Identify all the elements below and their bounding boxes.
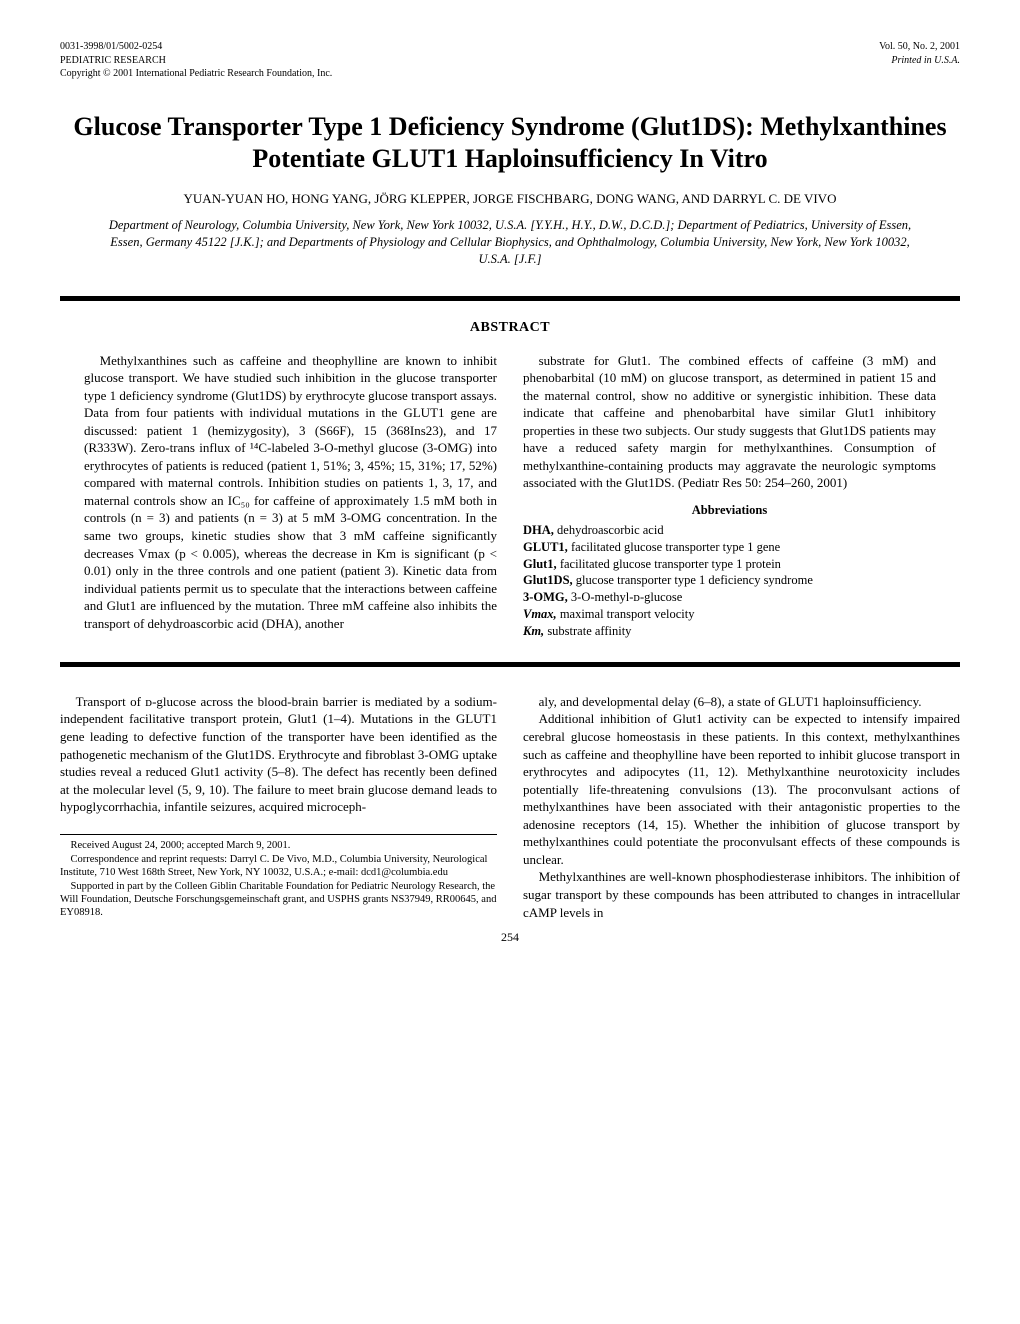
body-left-col: Transport of ᴅ-glucose across the blood-… bbox=[60, 693, 497, 921]
abbrev-def: facilitated glucose transporter type 1 g… bbox=[568, 540, 780, 554]
abbrev-term: 3-OMG, bbox=[523, 590, 568, 604]
journal-name: PEDIATRIC RESEARCH bbox=[60, 54, 332, 68]
abbrev-def: maximal transport velocity bbox=[557, 607, 695, 621]
journal-header: 0031-3998/01/5002-0254 PEDIATRIC RESEARC… bbox=[60, 40, 960, 81]
abstract-section: ABSTRACT Methylxanthines such as caffein… bbox=[60, 296, 960, 667]
abbrev-term: Vmax, bbox=[523, 607, 557, 621]
abbrev-item: DHA, dehydroascorbic acid bbox=[523, 522, 936, 539]
abbrev-def: facilitated glucose transporter type 1 p… bbox=[557, 557, 781, 571]
page-number: 254 bbox=[60, 929, 960, 945]
body-right-p2: Additional inhibition of Glut1 activity … bbox=[523, 710, 960, 868]
body-right-p1: aly, and developmental delay (6–8), a st… bbox=[523, 693, 960, 711]
body-right-p3: Methylxanthines are well-known phosphodi… bbox=[523, 868, 960, 921]
abbrev-def: 3-O-methyl-ᴅ-glucose bbox=[568, 590, 683, 604]
article-title: Glucose Transporter Type 1 Deficiency Sy… bbox=[60, 111, 960, 176]
abbrev-term: Glut1, bbox=[523, 557, 557, 571]
footnote-received: Received August 24, 2000; accepted March… bbox=[60, 839, 497, 852]
abbrev-term: Glut1DS, bbox=[523, 573, 573, 587]
footnotes: Received August 24, 2000; accepted March… bbox=[60, 834, 497, 920]
printed-in: Printed in U.S.A. bbox=[879, 54, 960, 68]
abbrev-term: DHA, bbox=[523, 523, 554, 537]
abstract-columns: Methylxanthines such as caffeine and the… bbox=[84, 352, 936, 640]
abstract-left-text: Methylxanthines such as caffeine and the… bbox=[84, 352, 497, 633]
abbrev-item: Vmax, maximal transport velocity bbox=[523, 606, 936, 623]
body-left-p1: Transport of ᴅ-glucose across the blood-… bbox=[60, 693, 497, 816]
footnote-correspondence: Correspondence and reprint requests: Dar… bbox=[60, 853, 497, 879]
abbrev-item: Glut1, facilitated glucose transporter t… bbox=[523, 556, 936, 573]
header-left: 0031-3998/01/5002-0254 PEDIATRIC RESEARC… bbox=[60, 40, 332, 81]
abbrev-item: 3-OMG, 3-O-methyl-ᴅ-glucose bbox=[523, 589, 936, 606]
abbrev-item: Km, substrate affinity bbox=[523, 623, 936, 640]
abbrev-def: glucose transporter type 1 deficiency sy… bbox=[573, 573, 813, 587]
volume-issue: Vol. 50, No. 2, 2001 bbox=[879, 40, 960, 54]
abbreviations-heading: Abbreviations bbox=[523, 502, 936, 519]
author-list: YUAN-YUAN HO, HONG YANG, JÖRG KLEPPER, J… bbox=[60, 190, 960, 208]
abbrev-def: dehydroascorbic acid bbox=[554, 523, 664, 537]
abstract-heading: ABSTRACT bbox=[84, 319, 936, 338]
affiliations: Department of Neurology, Columbia Univer… bbox=[100, 217, 920, 268]
body-right-col: aly, and developmental delay (6–8), a st… bbox=[523, 693, 960, 921]
footnote-support: Supported in part by the Colleen Giblin … bbox=[60, 880, 497, 919]
abbrev-term: Km, bbox=[523, 624, 544, 638]
body-columns: Transport of ᴅ-glucose across the blood-… bbox=[60, 693, 960, 921]
header-right: Vol. 50, No. 2, 2001 Printed in U.S.A. bbox=[879, 40, 960, 81]
abbrev-def: substrate affinity bbox=[544, 624, 631, 638]
abbrev-term: GLUT1, bbox=[523, 540, 568, 554]
abbrev-item: GLUT1, facilitated glucose transporter t… bbox=[523, 539, 936, 556]
abstract-right-text: substrate for Glut1. The combined effect… bbox=[523, 352, 936, 492]
abstract-left-col: Methylxanthines such as caffeine and the… bbox=[84, 352, 497, 640]
copyright-line: Copyright © 2001 International Pediatric… bbox=[60, 67, 332, 81]
abstract-right-col: substrate for Glut1. The combined effect… bbox=[523, 352, 936, 640]
abbrev-item: Glut1DS, glucose transporter type 1 defi… bbox=[523, 572, 936, 589]
issn-line: 0031-3998/01/5002-0254 bbox=[60, 40, 332, 54]
